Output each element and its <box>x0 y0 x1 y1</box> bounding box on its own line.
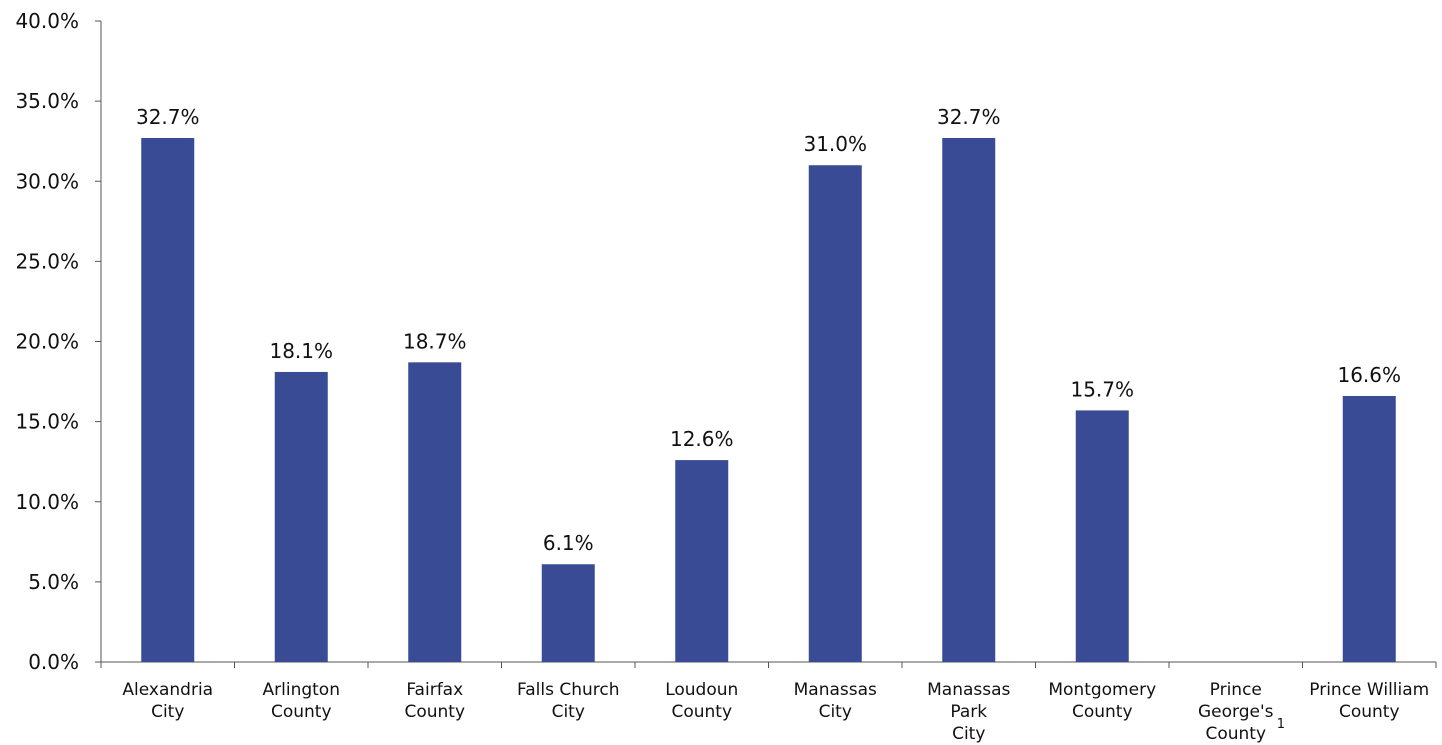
bar <box>808 165 862 662</box>
data-label: 15.7% <box>1070 377 1134 401</box>
bar <box>141 137 195 663</box>
y-tick-label: 15.0% <box>15 410 79 434</box>
y-tick-label: 35.0% <box>15 89 79 113</box>
data-label: 32.7% <box>937 105 1001 129</box>
category-label: Arlington County <box>263 680 340 722</box>
category-label: Falls Church City <box>517 680 620 722</box>
y-tick-label: 30.0% <box>15 169 79 193</box>
y-tick-label: 0.0% <box>28 650 79 674</box>
bar <box>541 564 595 662</box>
data-label: 16.6% <box>1337 363 1401 387</box>
y-tick-label: 25.0% <box>15 249 79 273</box>
category-label: Manassas Park City <box>927 680 1010 744</box>
category-label: Fairfax County <box>404 680 465 722</box>
data-label: 18.7% <box>403 329 467 353</box>
data-label: 18.1% <box>269 339 333 363</box>
category-label: Alexandria City <box>122 680 213 722</box>
y-tick-label: 5.0% <box>28 570 79 594</box>
data-labels: 32.7% 18.1% 18.7% 6.1% 12.6% 31.0% 32.7% 15.7% 1… <box>136 105 1401 555</box>
bar <box>675 460 729 662</box>
data-label: 31.0% <box>803 132 867 156</box>
data-label: 12.6% <box>670 427 734 451</box>
category-label: Prince William County <box>1309 680 1429 722</box>
footnote-mark: 1 <box>1277 717 1285 732</box>
y-tick-label: 40.0% <box>15 9 79 33</box>
data-label: 6.1% <box>543 531 594 555</box>
bar <box>274 371 328 662</box>
bar <box>942 137 996 663</box>
y-tick-label: 10.0% <box>15 490 79 514</box>
bars <box>141 137 1396 663</box>
bar <box>1342 395 1396 662</box>
y-axis: 0.0% 5.0% 10.0% 15.0% 20.0% 25.0% 30.0% 35.0% 40… <box>15 9 102 674</box>
category-label: Loudoun County <box>665 680 738 722</box>
x-axis <box>100 661 1437 668</box>
category-label: Montgomery County <box>1048 680 1156 722</box>
category-labels: Alexandria City Arlington County Fairfax Coun… <box>122 680 1429 744</box>
category-label: Manassas City <box>794 680 877 722</box>
data-label: 32.7% <box>136 105 200 129</box>
bar <box>1075 410 1129 662</box>
bar <box>408 362 462 662</box>
category-label: Prince George's County <box>1198 680 1274 744</box>
y-tick-label: 20.0% <box>15 330 79 354</box>
